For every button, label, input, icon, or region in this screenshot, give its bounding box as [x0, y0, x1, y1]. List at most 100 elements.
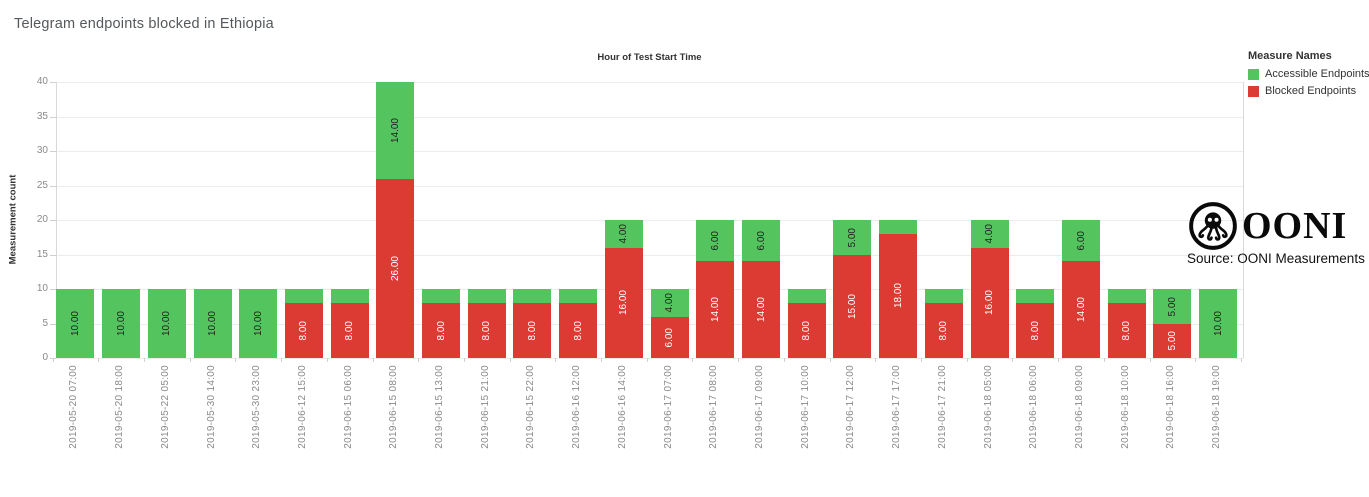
bar-segment-blocked[interactable]: 14.00: [696, 261, 735, 358]
bar-segment-accessible[interactable]: [1107, 289, 1146, 303]
bar-segment-accessible[interactable]: [467, 289, 506, 303]
gridline: [56, 185, 1243, 187]
y-axis-tick-label: 35: [36, 110, 48, 122]
source-text: Source: OONI Measurements: [1187, 251, 1365, 266]
x-axis-tick: [783, 358, 785, 362]
bar-value-label: 10.00: [161, 310, 173, 337]
bar-segment-accessible[interactable]: 6.00: [742, 220, 781, 262]
bar-segment-accessible[interactable]: 10.00: [56, 289, 95, 358]
x-axis-tick: [921, 358, 923, 362]
bar-segment-accessible[interactable]: [422, 289, 461, 303]
bar-segment-accessible[interactable]: 14.00: [376, 82, 415, 179]
bar-value-label: 10.00: [1212, 310, 1224, 337]
bar-segment-blocked[interactable]: 14.00: [1062, 261, 1100, 358]
bar-segment-accessible[interactable]: [284, 289, 323, 303]
bar-segment-blocked[interactable]: 8.00: [559, 302, 598, 358]
bar-segment-accessible[interactable]: 10.00: [239, 289, 278, 358]
x-axis-tick: [1012, 358, 1014, 362]
bar-segment-accessible[interactable]: [559, 289, 598, 303]
bar-segment-blocked[interactable]: 15.00: [833, 254, 872, 358]
bar-segment-accessible[interactable]: 4.00: [970, 220, 1009, 248]
gridline: [56, 254, 1243, 256]
x-axis-tick-label: 2019-06-17 21:00: [936, 365, 948, 449]
bar-value-label: 8.00: [1029, 320, 1041, 341]
bar-value-label: 8.00: [572, 320, 584, 341]
bar-segment-accessible[interactable]: [513, 289, 552, 303]
x-axis-tick: [601, 358, 603, 362]
bar-segment-accessible[interactable]: 5.00: [833, 220, 872, 255]
bar-segment-accessible[interactable]: 4.00: [650, 289, 689, 317]
bar-segment-accessible[interactable]: [879, 220, 918, 234]
gridline: [56, 358, 1243, 359]
bar-segment-blocked[interactable]: 14.00: [742, 261, 781, 358]
plot-right-border: [1243, 82, 1244, 358]
gridline: [56, 323, 1243, 325]
bar-segment-blocked[interactable]: 8.00: [924, 302, 963, 358]
bar-segment-accessible[interactable]: 6.00: [696, 220, 735, 262]
bar-segment-blocked[interactable]: 8.00: [513, 302, 552, 358]
bar-value-label: 16.00: [618, 290, 630, 316]
bar-value-label: 14.00: [389, 117, 401, 143]
bar-value-label: 8.00: [298, 320, 310, 341]
bar-value-label: 14.00: [709, 297, 721, 323]
bar-value-label: 14.00: [755, 297, 767, 323]
x-axis-tick: [372, 358, 374, 362]
bar-segment-blocked[interactable]: 18.00: [879, 233, 918, 358]
x-axis-tick-label: 2019-06-17 07:00: [662, 365, 674, 449]
bar-segment-blocked[interactable]: 8.00: [1107, 302, 1146, 358]
x-axis-tick-label: 2019-06-18 06:00: [1028, 365, 1040, 449]
legend-item-label: Accessible Endpoints: [1265, 68, 1369, 80]
bar-segment-blocked[interactable]: 5.00: [1153, 323, 1192, 358]
bar-segment-accessible[interactable]: 10.00: [102, 289, 141, 358]
x-axis-tick-label: 2019-06-16 14:00: [616, 365, 628, 449]
bar-value-label: 8.00: [801, 320, 813, 341]
bar-value-label: 18.00: [892, 283, 904, 309]
bar-segment-accessible[interactable]: [924, 289, 963, 303]
bar-segment-blocked[interactable]: 8.00: [330, 302, 369, 358]
bar-value-label: 4.00: [664, 293, 676, 313]
x-axis-tick-label: 2019-06-18 16:00: [1165, 365, 1177, 449]
gridline: [56, 289, 1243, 290]
bar-segment-blocked[interactable]: 6.00: [650, 316, 689, 358]
y-axis-tick: [50, 116, 56, 118]
bar-segment-accessible[interactable]: [787, 289, 826, 303]
bar-value-label: 6.00: [1075, 230, 1087, 251]
y-axis-tick-label: 40: [36, 76, 48, 87]
bar-segment-accessible[interactable]: 5.00: [1153, 289, 1192, 324]
gridline: [56, 220, 1243, 221]
x-axis-tick: [1058, 358, 1060, 362]
x-axis-tick-label: 2019-06-15 06:00: [342, 365, 354, 449]
legend-title: Measure Names: [1248, 50, 1332, 62]
bar-value-label: 26.00: [389, 255, 401, 281]
bar-value-label: 6.00: [755, 230, 767, 251]
bar-segment-accessible[interactable]: 10.00: [1199, 289, 1238, 358]
x-axis-tick: [646, 358, 648, 362]
y-axis-tick-label: 15: [36, 248, 48, 260]
bar-value-label: 14.00: [1075, 297, 1087, 323]
bar-segment-accessible[interactable]: [1016, 289, 1055, 303]
x-axis-tick: [281, 358, 283, 362]
x-axis-tick-label: 2019-05-20 07:00: [68, 365, 80, 449]
bar-segment-accessible[interactable]: [330, 289, 369, 303]
bar-segment-blocked[interactable]: 16.00: [604, 247, 643, 358]
bar-segment-accessible[interactable]: 10.00: [147, 289, 186, 358]
legend-item-accessible[interactable]: Accessible Endpoints: [1248, 68, 1369, 80]
chart-subtitle: Hour of Test Start Time: [597, 52, 702, 63]
legend-item-blocked[interactable]: Blocked Endpoints: [1248, 85, 1369, 97]
x-axis-tick: [692, 358, 694, 362]
bar-segment-accessible[interactable]: 10.00: [193, 289, 232, 358]
bar-segment-blocked[interactable]: 8.00: [422, 302, 461, 358]
bar-segment-blocked[interactable]: 8.00: [467, 302, 506, 358]
page-title: Telegram endpoints blocked in Ethiopia: [14, 16, 274, 32]
bar-segment-blocked[interactable]: 8.00: [284, 302, 323, 358]
x-axis-tick: [326, 358, 328, 362]
y-axis-tick-label: 10: [36, 283, 48, 294]
x-axis-tick-label: 2019-05-22 05:00: [159, 365, 171, 449]
bar-segment-blocked[interactable]: 8.00: [1016, 302, 1055, 358]
x-axis-tick: [1195, 358, 1197, 362]
bar-segment-blocked[interactable]: 16.00: [970, 247, 1009, 358]
bar-segment-accessible[interactable]: 4.00: [604, 220, 643, 248]
bar-segment-accessible[interactable]: 6.00: [1062, 220, 1100, 262]
bar-segment-blocked[interactable]: 26.00: [376, 178, 415, 358]
bar-segment-blocked[interactable]: 8.00: [787, 302, 826, 358]
